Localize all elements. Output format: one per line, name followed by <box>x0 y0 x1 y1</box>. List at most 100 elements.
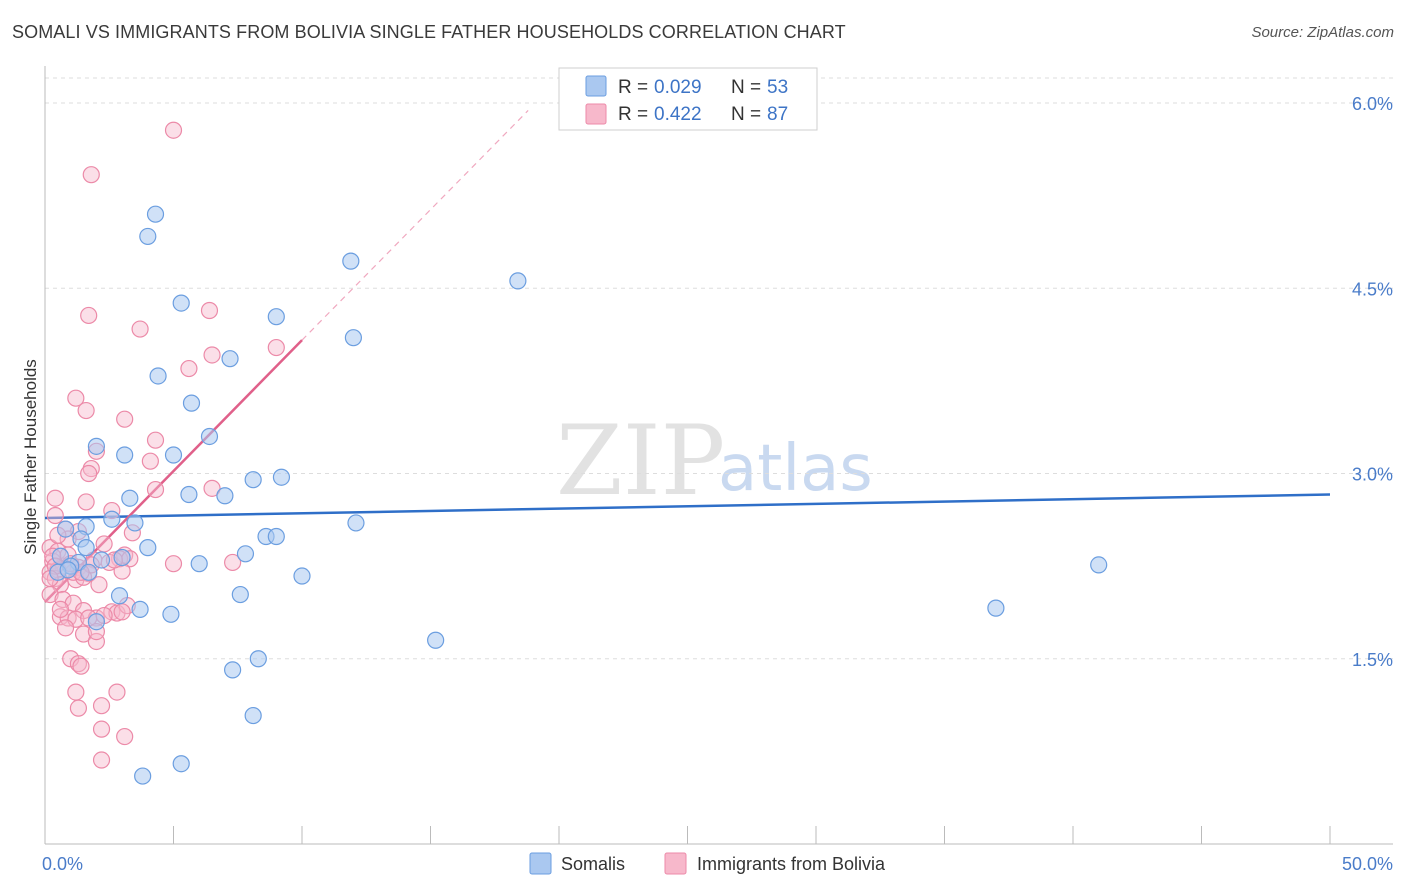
data-point-bolivia <box>82 459 100 478</box>
legend-swatch-bolivia <box>585 103 607 125</box>
bottom-legend-swatch-somalis <box>529 852 552 875</box>
data-point-somalis <box>110 587 129 605</box>
data-point-somalis <box>77 539 95 557</box>
data-point-somalis <box>146 205 165 223</box>
axes <box>44 66 1393 845</box>
data-point-somalis <box>231 585 249 604</box>
legend-n-label-bolivia: N = <box>731 104 761 125</box>
data-point-bolivia <box>92 697 111 715</box>
legend-r-value-somalis: 0.029 <box>654 77 702 98</box>
data-point-bolivia <box>180 359 198 378</box>
correlation-legend: R = 0.029 N = 53 R = 0.422 N = 87 <box>558 67 818 131</box>
legend-swatch-somalis <box>585 75 607 97</box>
data-point-bolivia <box>224 553 242 572</box>
watermark-zip: ZIP <box>556 405 725 517</box>
data-point-somalis <box>224 661 242 679</box>
data-point-somalis <box>149 367 167 385</box>
data-point-somalis <box>126 514 144 532</box>
data-point-somalis <box>180 485 198 504</box>
data-point-bolivia <box>69 655 88 673</box>
data-point-bolivia <box>267 338 285 357</box>
data-point-somalis <box>236 545 255 563</box>
data-point-somalis <box>182 394 201 412</box>
chart-title: SOMALI VS IMMIGRANTS FROM BOLIVIA SINGLE… <box>12 22 846 42</box>
data-point-bolivia <box>80 306 98 325</box>
data-point-somalis <box>347 514 365 532</box>
data-point-bolivia <box>77 401 95 420</box>
y-tick-label: 4.5% <box>1352 279 1393 299</box>
legend-n-value-bolivia: 87 <box>767 104 788 125</box>
y-tick-label: 1.5% <box>1352 650 1393 670</box>
data-point-somalis <box>56 520 75 538</box>
source-credit: Source: ZipAtlas.com <box>1251 24 1394 41</box>
data-point-somalis <box>87 437 106 455</box>
data-point-somalis <box>342 252 360 270</box>
data-point-bolivia <box>77 493 95 511</box>
data-point-somalis <box>244 471 262 489</box>
data-point-bolivia <box>51 600 70 618</box>
data-point-somalis <box>162 605 180 623</box>
x-tick-label-min: 0.0% <box>42 854 83 874</box>
y-tick-label: 6.0% <box>1352 94 1393 114</box>
trend-line-somalis <box>44 493 1331 520</box>
data-point-somalis <box>221 350 239 368</box>
data-point-somalis <box>116 446 134 464</box>
data-point-somalis <box>139 227 157 246</box>
grid-lines <box>45 77 1393 660</box>
data-point-bolivia <box>82 166 100 184</box>
data-point-somalis <box>172 755 190 773</box>
legend-r-label-somalis: R = <box>618 77 648 98</box>
data-point-bolivia <box>200 301 219 320</box>
data-point-bolivia <box>116 410 134 428</box>
data-point-bolivia <box>164 555 183 573</box>
data-point-bolivia <box>146 480 165 499</box>
data-point-bolivia <box>164 121 183 139</box>
data-point-somalis <box>244 706 262 725</box>
data-point-bolivia <box>92 720 111 738</box>
data-point-bolivia <box>54 590 72 609</box>
data-point-bolivia <box>108 683 126 701</box>
data-point-bolivia <box>141 452 159 470</box>
data-point-somalis <box>200 427 219 446</box>
trend-line-bolivia-extension <box>301 110 529 341</box>
data-point-somalis <box>103 510 121 528</box>
data-point-somalis <box>113 548 131 567</box>
data-point-bolivia <box>146 431 165 449</box>
data-point-somalis <box>272 468 291 486</box>
data-point-somalis <box>509 272 527 290</box>
bottom-legend-label-somalis: Somalis <box>561 854 625 874</box>
data-point-somalis <box>139 539 157 557</box>
data-point-bolivia <box>67 389 85 407</box>
series-bolivia-points <box>41 121 285 769</box>
data-point-bolivia <box>131 320 149 338</box>
legend-r-value-bolivia: 0.422 <box>654 104 702 125</box>
data-point-bolivia <box>56 619 75 637</box>
data-point-bolivia <box>87 632 106 651</box>
data-point-somalis <box>164 446 183 464</box>
data-point-somalis <box>87 613 106 631</box>
legend-n-value-somalis: 53 <box>767 77 788 98</box>
legend-r-label-bolivia: R = <box>618 104 648 125</box>
data-point-bolivia <box>74 625 93 643</box>
bottom-legend-label-bolivia: Immigrants from Bolivia <box>697 854 886 874</box>
data-point-somalis <box>216 487 234 505</box>
data-point-somalis <box>987 599 1005 617</box>
data-point-bolivia <box>46 506 64 525</box>
data-point-somalis <box>59 561 77 579</box>
y-axis-label: Single Father Households <box>21 359 40 555</box>
data-point-bolivia <box>72 657 90 675</box>
data-point-bolivia <box>116 727 134 746</box>
data-point-somalis <box>249 650 267 668</box>
data-point-somalis <box>172 294 190 312</box>
data-point-bolivia <box>90 576 108 594</box>
series-legend: Somalis Immigrants from Bolivia <box>529 852 886 875</box>
data-point-somalis <box>131 600 149 618</box>
data-point-bolivia <box>203 346 221 364</box>
data-point-somalis <box>293 567 311 585</box>
data-point-somalis <box>134 767 152 785</box>
data-point-somalis <box>344 329 362 347</box>
data-point-somalis <box>80 563 98 581</box>
data-point-bolivia <box>46 489 64 507</box>
data-point-bolivia <box>80 464 98 483</box>
